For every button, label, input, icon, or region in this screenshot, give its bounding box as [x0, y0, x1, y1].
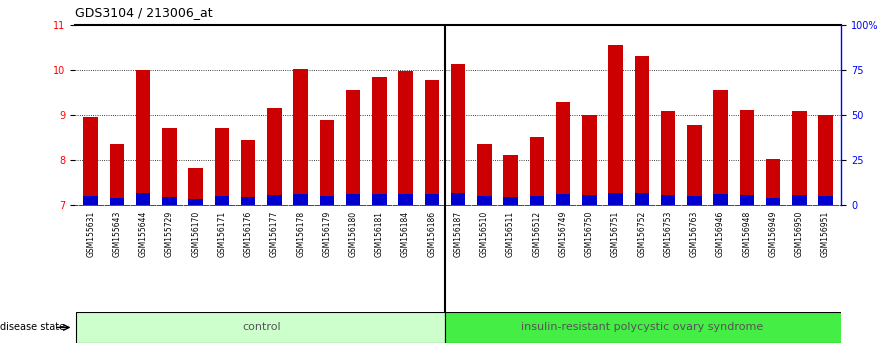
Bar — [84, 117, 98, 205]
Text: GDS3104 / 213006_at: GDS3104 / 213006_at — [75, 6, 212, 19]
Bar — [766, 159, 781, 205]
Text: control: control — [242, 322, 280, 332]
Text: GSM156176: GSM156176 — [244, 211, 253, 257]
Text: GSM156749: GSM156749 — [559, 211, 567, 257]
Bar — [451, 193, 465, 205]
Bar — [478, 144, 492, 205]
Text: GSM156752: GSM156752 — [637, 211, 647, 257]
Bar — [372, 194, 387, 205]
Bar — [267, 108, 282, 205]
Bar — [792, 110, 807, 205]
Bar — [109, 198, 124, 205]
Text: GSM156177: GSM156177 — [270, 211, 279, 257]
Bar — [766, 198, 781, 205]
Bar — [215, 196, 229, 205]
Bar — [293, 69, 307, 205]
Bar — [241, 140, 255, 205]
Text: GSM156179: GSM156179 — [322, 211, 331, 257]
Text: GSM155643: GSM155643 — [113, 211, 122, 257]
Text: GSM156949: GSM156949 — [768, 211, 778, 257]
Bar — [740, 110, 754, 205]
Bar — [740, 195, 754, 205]
Bar — [478, 196, 492, 205]
Bar — [84, 195, 98, 205]
Bar — [189, 199, 203, 205]
Text: disease state: disease state — [0, 322, 65, 332]
Bar — [661, 195, 676, 205]
Bar — [714, 90, 728, 205]
Bar — [503, 197, 518, 205]
Text: GSM156171: GSM156171 — [218, 211, 226, 257]
Bar — [215, 128, 229, 205]
Bar — [556, 102, 570, 205]
Bar — [372, 77, 387, 205]
Bar — [609, 45, 623, 205]
Bar — [109, 144, 124, 205]
Text: GSM156950: GSM156950 — [795, 211, 803, 257]
Bar — [320, 196, 334, 205]
Bar — [818, 115, 833, 205]
Text: GSM156187: GSM156187 — [454, 211, 463, 257]
Bar — [634, 193, 649, 205]
Bar — [634, 56, 649, 205]
Bar — [162, 128, 176, 205]
Bar — [687, 125, 701, 205]
Text: GSM155644: GSM155644 — [138, 211, 148, 257]
Text: GSM156946: GSM156946 — [716, 211, 725, 257]
Text: GSM156178: GSM156178 — [296, 211, 305, 257]
Bar — [451, 64, 465, 205]
Text: insulin-resistant polycystic ovary syndrome: insulin-resistant polycystic ovary syndr… — [521, 322, 763, 332]
Text: GSM156186: GSM156186 — [427, 211, 436, 257]
Bar — [714, 194, 728, 205]
Text: GSM156750: GSM156750 — [585, 211, 594, 257]
Bar — [189, 168, 203, 205]
Bar — [609, 193, 623, 205]
Bar — [136, 70, 151, 205]
Bar — [792, 195, 807, 205]
Bar — [661, 112, 676, 205]
Bar — [267, 195, 282, 205]
Bar — [582, 115, 596, 205]
Text: GSM156751: GSM156751 — [611, 211, 620, 257]
Bar — [556, 194, 570, 205]
Text: GSM156170: GSM156170 — [191, 211, 200, 257]
Text: GSM156510: GSM156510 — [480, 211, 489, 257]
Text: GSM156763: GSM156763 — [690, 211, 699, 257]
Bar — [503, 155, 518, 205]
Text: GSM156512: GSM156512 — [532, 211, 541, 257]
Text: GSM155631: GSM155631 — [86, 211, 95, 257]
Text: GSM156181: GSM156181 — [375, 211, 384, 257]
Bar — [76, 312, 445, 343]
Text: GSM155729: GSM155729 — [165, 211, 174, 257]
Bar — [162, 197, 176, 205]
Text: GSM156184: GSM156184 — [401, 211, 411, 257]
Bar — [818, 195, 833, 205]
Bar — [687, 196, 701, 205]
Bar — [346, 90, 360, 205]
Bar — [346, 194, 360, 205]
Text: GSM156511: GSM156511 — [506, 211, 515, 257]
Bar — [529, 195, 544, 205]
Bar — [398, 71, 413, 205]
Bar — [320, 120, 334, 205]
Bar — [136, 193, 151, 205]
Bar — [445, 312, 850, 343]
Bar — [582, 195, 596, 205]
Text: GSM156951: GSM156951 — [821, 211, 830, 257]
Bar — [529, 137, 544, 205]
Text: GSM156753: GSM156753 — [663, 211, 672, 257]
Bar — [293, 194, 307, 205]
Text: GSM156948: GSM156948 — [743, 211, 751, 257]
Text: GSM156180: GSM156180 — [349, 211, 358, 257]
Bar — [425, 80, 439, 205]
Bar — [425, 194, 439, 205]
Bar — [241, 197, 255, 205]
Bar — [398, 194, 413, 205]
